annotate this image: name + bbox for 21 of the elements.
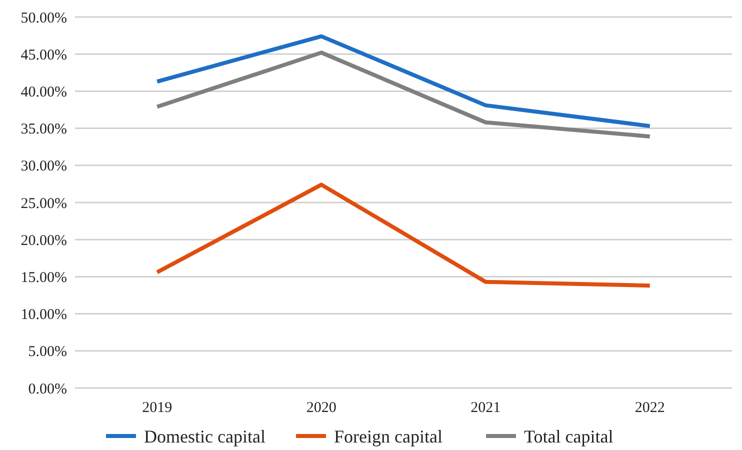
x-tick-label: 2022 [634, 400, 665, 416]
y-tick-label: 25.00% [20, 196, 67, 212]
legend-label: Foreign capital [334, 426, 442, 446]
y-tick-label: 0.00% [28, 381, 67, 398]
y-tick-label: 35.00% [20, 122, 67, 138]
y-tick-label: 45.00% [20, 47, 67, 64]
y-tick-label: 20.00% [20, 232, 67, 249]
line-series [155, 50, 652, 138]
y-tick-label: 40.00% [20, 84, 67, 100]
x-tick-label: 2019 [142, 400, 172, 416]
y-tick-label: 10.00% [20, 307, 67, 324]
line-series [155, 34, 652, 128]
y-tick-label: 50.00% [20, 10, 67, 26]
y-tick-label: 15.00% [20, 270, 67, 286]
legend-label: Domestic capital [144, 426, 266, 446]
y-tick-label: 5.00% [28, 344, 67, 360]
x-tick-label: 2020 [306, 400, 336, 416]
y-tick-label: 30.00% [20, 158, 67, 175]
x-tick-label: 2021 [470, 400, 501, 416]
line-series [155, 182, 652, 288]
legend-label: Total capital [524, 426, 614, 446]
